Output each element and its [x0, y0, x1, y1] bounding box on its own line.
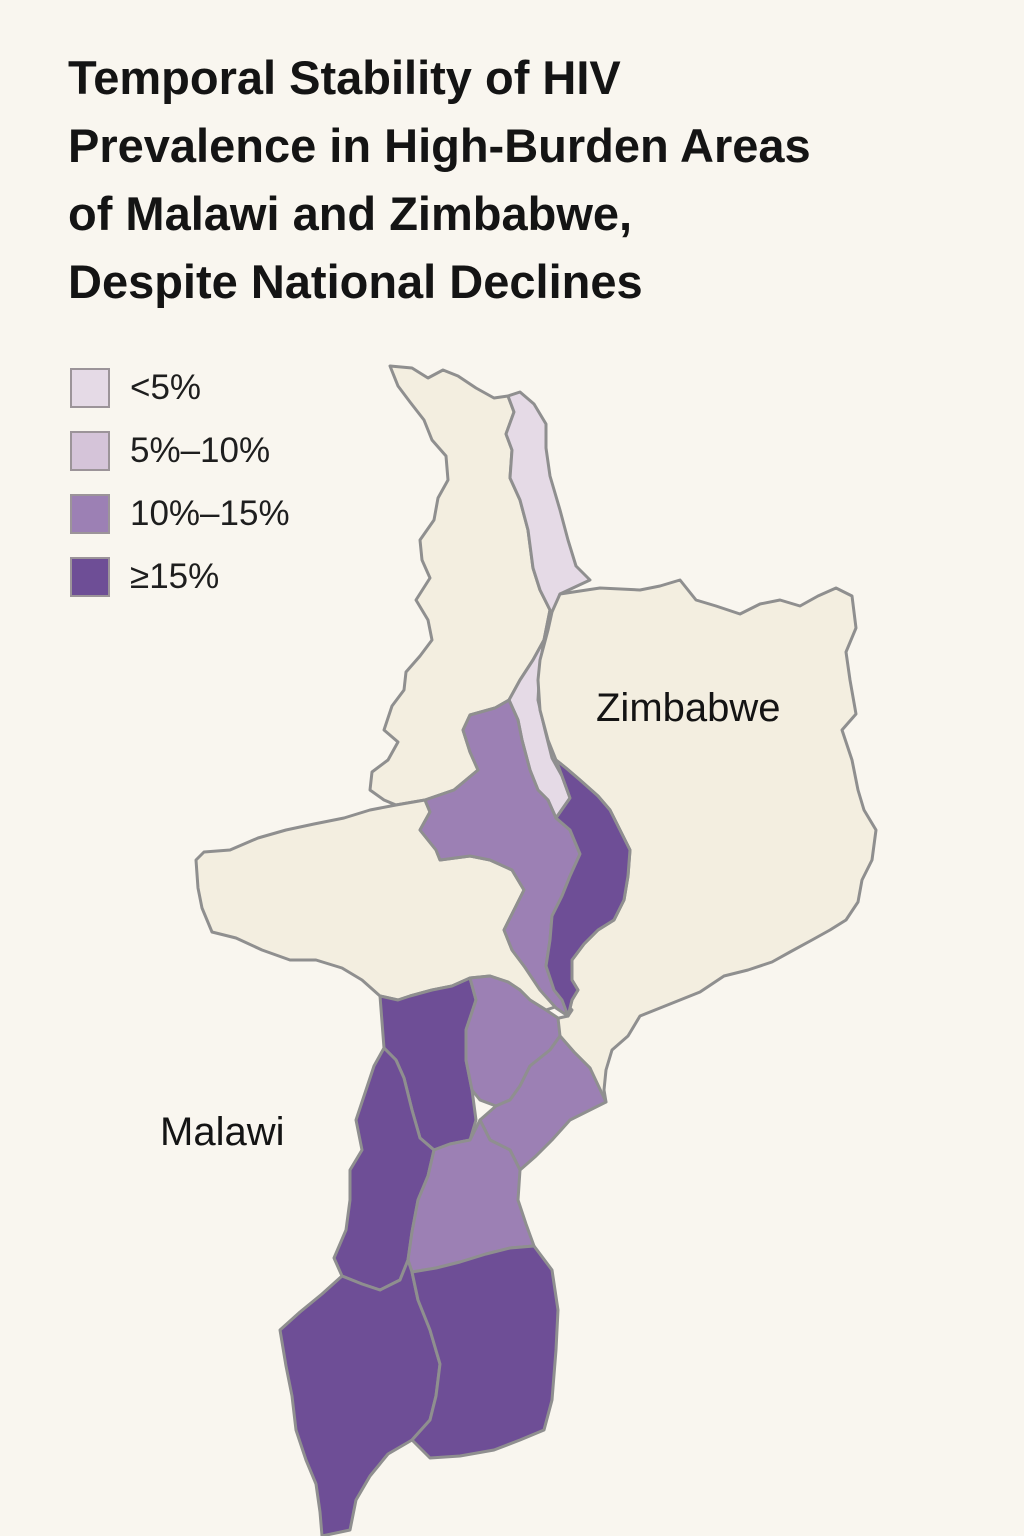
legend-swatch-10-15 [70, 494, 110, 534]
legend-label-under-5: <5% [130, 368, 202, 407]
title-line-3: of Malawi and Zimbabwe, [68, 187, 633, 240]
legend-item-5-10: 5%–10% [70, 431, 290, 471]
map-region-eastern-spine [544, 758, 632, 1018]
legend-swatch-15-plus [70, 557, 110, 597]
legend-label-15-plus: ≥15% [130, 557, 220, 596]
legend-swatch-under-5 [70, 368, 110, 408]
legend-item-under-5: <5% [70, 368, 290, 408]
title-line-1: Temporal Stability of HIV [68, 51, 621, 104]
legend: <5% 5%–10% 10%–15% ≥15% [70, 368, 290, 620]
page-title: Temporal Stability of HIV Prevalence in … [68, 44, 968, 316]
country-label-malawi: Malawi [160, 1110, 285, 1154]
legend-label-5-10: 5%–10% [130, 431, 271, 470]
legend-label-10-15: 10%–15% [130, 494, 290, 533]
title-line-2: Prevalence in High-Burden Areas [68, 119, 811, 172]
legend-swatch-5-10 [70, 431, 110, 471]
map-region-south-tip [278, 1258, 442, 1536]
legend-item-15-plus: ≥15% [70, 557, 290, 597]
map-region-southeast [410, 1244, 560, 1460]
legend-item-10-15: 10%–15% [70, 494, 290, 534]
map-region-central-west [418, 698, 582, 1018]
title-line-4: Despite National Declines [68, 255, 643, 308]
country-label-zimbabwe: Zimbabwe [596, 686, 781, 730]
